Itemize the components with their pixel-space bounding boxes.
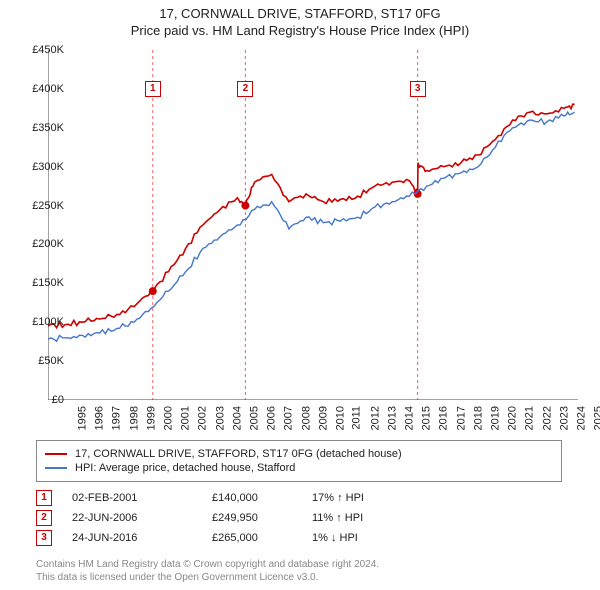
sale-date: 02-FEB-2001 [72,492,212,504]
sale-delta: 1% ↓ HPI [312,532,432,544]
y-tick-label: £50K [8,355,64,367]
title-block: 17, CORNWALL DRIVE, STAFFORD, ST17 0FG P… [0,0,600,40]
sales-row: 1 02-FEB-2001 £140,000 17% ↑ HPI [36,488,562,508]
x-tick-label: 2019 [489,406,501,430]
legend-item: HPI: Average price, detached house, Staf… [45,462,553,474]
x-tick-label: 2018 [472,406,484,430]
chart [48,50,578,400]
x-tick-label: 2013 [386,406,398,430]
y-tick-label: £300K [8,161,64,173]
footer-note: Contains HM Land Registry data © Crown c… [36,559,564,584]
legend-item: 17, CORNWALL DRIVE, STAFFORD, ST17 0FG (… [45,448,553,460]
sale-delta: 11% ↑ HPI [312,512,432,524]
sale-marker-number: 3 [410,81,426,97]
sale-price: £265,000 [212,532,312,544]
x-tick-label: 2022 [541,406,553,430]
x-tick-label: 2012 [369,406,381,430]
sale-price: £249,950 [212,512,312,524]
y-tick-label: £0 [8,394,64,406]
x-tick-label: 1999 [145,406,157,430]
x-tick-label: 2014 [403,406,415,430]
sale-marker-icon: 2 [36,510,52,526]
sale-price: £140,000 [212,492,312,504]
x-tick-label: 2025 [593,406,600,430]
x-tick-label: 2016 [438,406,450,430]
x-tick-label: 2003 [214,406,226,430]
footer-line: This data is licensed under the Open Gov… [36,572,564,585]
sale-marker-number: 1 [145,81,161,97]
footer-line: Contains HM Land Registry data © Crown c… [36,559,564,572]
x-tick-label: 2023 [558,406,570,430]
x-tick-label: 2017 [455,406,467,430]
sale-delta: 17% ↑ HPI [312,492,432,504]
legend-label: HPI: Average price, detached house, Staf… [75,462,295,474]
legend-swatch [45,453,67,455]
x-tick-label: 2011 [351,406,363,430]
legend: 17, CORNWALL DRIVE, STAFFORD, ST17 0FG (… [36,440,562,482]
x-tick-label: 2001 [180,406,192,430]
x-tick-label: 2020 [507,406,519,430]
y-tick-label: £150K [8,277,64,289]
title-address: 17, CORNWALL DRIVE, STAFFORD, ST17 0FG [0,6,600,23]
sales-row: 2 22-JUN-2006 £249,950 11% ↑ HPI [36,508,562,528]
x-tick-label: 2000 [163,406,175,430]
legend-swatch [45,467,67,469]
x-tick-label: 2006 [266,406,278,430]
sale-marker-number: 2 [237,81,253,97]
sale-marker-icon: 1 [36,490,52,506]
sale-marker-icon: 3 [36,530,52,546]
page-root: 17, CORNWALL DRIVE, STAFFORD, ST17 0FG P… [0,0,600,590]
sale-date: 22-JUN-2006 [72,512,212,524]
x-tick-label: 2008 [300,406,312,430]
x-tick-label: 2004 [231,406,243,430]
y-tick-label: £250K [8,200,64,212]
x-tick-label: 2009 [317,406,329,430]
x-tick-label: 2005 [249,406,261,430]
x-tick-label: 2010 [335,406,347,430]
legend-label: 17, CORNWALL DRIVE, STAFFORD, ST17 0FG (… [75,448,402,460]
x-tick-label: 1997 [111,406,123,430]
y-tick-label: £350K [8,122,64,134]
chart-svg [48,50,578,400]
y-tick-label: £200K [8,238,64,250]
x-tick-label: 2007 [283,406,295,430]
sales-row: 3 24-JUN-2016 £265,000 1% ↓ HPI [36,528,562,548]
x-tick-label: 2002 [197,406,209,430]
x-tick-label: 2015 [421,406,433,430]
y-tick-label: £100K [8,316,64,328]
x-tick-label: 1996 [94,406,106,430]
x-tick-label: 1995 [76,406,88,430]
title-subtitle: Price paid vs. HM Land Registry's House … [0,23,600,40]
x-tick-label: 2024 [576,406,588,430]
x-tick-label: 2021 [524,406,536,430]
x-tick-label: 1998 [128,406,140,430]
sale-date: 24-JUN-2016 [72,532,212,544]
sales-table: 1 02-FEB-2001 £140,000 17% ↑ HPI 2 22-JU… [36,488,562,548]
y-tick-label: £450K [8,44,64,56]
y-tick-label: £400K [8,83,64,95]
